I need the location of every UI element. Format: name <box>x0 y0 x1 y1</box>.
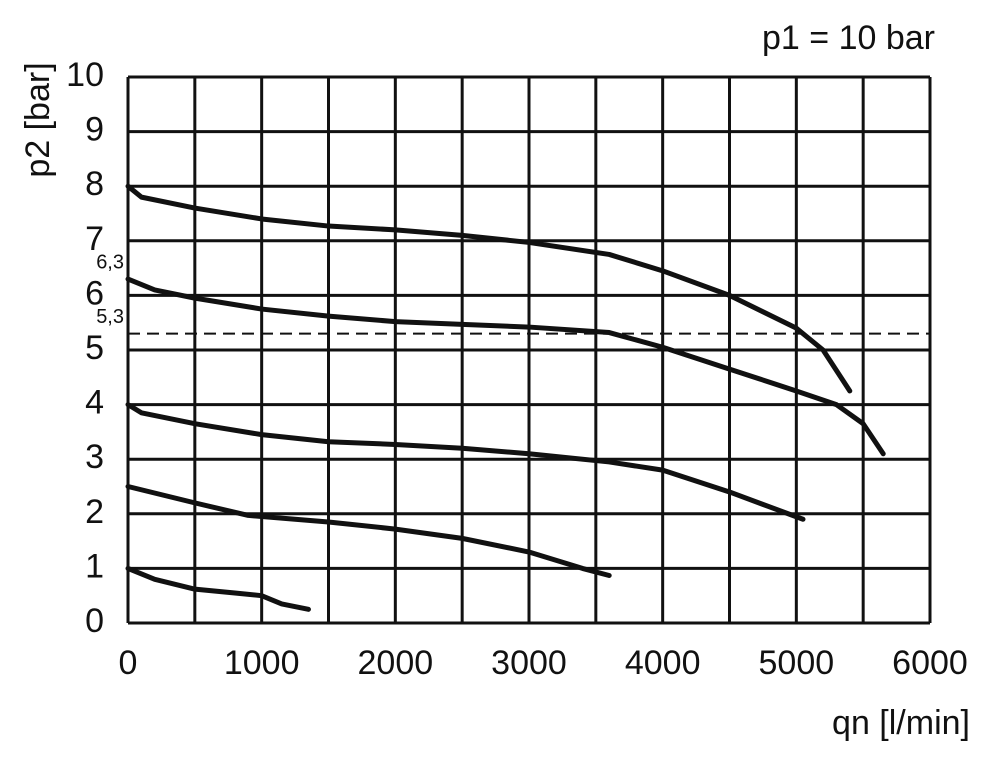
y-tick-label: 9 <box>85 111 104 149</box>
x-tick-label: 3000 <box>491 644 567 682</box>
x-tick-label: 1000 <box>224 644 300 682</box>
series-line <box>125 484 612 578</box>
chart-title: p1 = 10 bar <box>762 19 935 57</box>
y-tick-label: 5 <box>85 329 104 367</box>
x-tick-label: 5000 <box>759 644 835 682</box>
series-line <box>125 183 853 394</box>
level-label: 5,3 <box>96 306 124 328</box>
x-tick-label: 4000 <box>625 644 701 682</box>
y-tick-label: 3 <box>85 438 104 476</box>
series-line <box>125 276 886 457</box>
y-tick-label: 4 <box>85 384 104 422</box>
y-tick-label: 2 <box>85 493 104 531</box>
y-tick-label: 8 <box>85 165 104 203</box>
level-label: 6,3 <box>96 251 124 273</box>
y-tick-label: 6 <box>85 274 104 312</box>
y-axis-label: p2 [bar] <box>19 62 57 177</box>
y-tick-label: 7 <box>85 220 104 258</box>
y-tick-label: 0 <box>85 602 104 640</box>
x-tick-label: 2000 <box>358 644 434 682</box>
x-tick-label: 0 <box>119 644 138 682</box>
y-tick-label: 10 <box>66 56 104 94</box>
x-axis-label: qn [l/min] <box>832 704 970 742</box>
y-tick-label: 1 <box>85 547 104 585</box>
series-line <box>125 402 806 522</box>
series-line <box>125 565 311 612</box>
x-tick-label: 6000 <box>892 644 968 682</box>
